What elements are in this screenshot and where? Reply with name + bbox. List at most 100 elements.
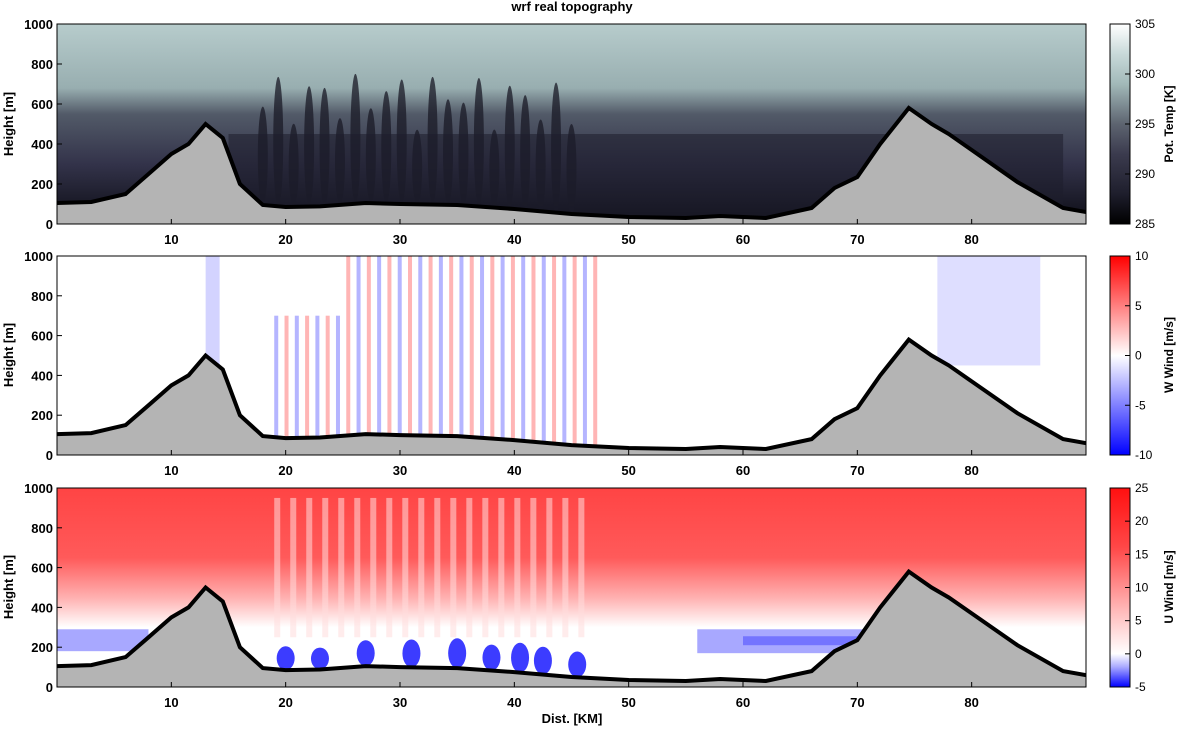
- colorbar-tick-label: -5: [1135, 680, 1146, 694]
- reverse-flow-layer: [743, 636, 858, 646]
- x-tick-label: 10: [164, 463, 178, 478]
- y-tick-label: 200: [31, 408, 53, 423]
- colorbar-tick-label: 10: [1135, 581, 1149, 595]
- wave-band: [498, 497, 505, 638]
- wave-band: [386, 497, 393, 638]
- y-tick-label: 400: [31, 600, 53, 615]
- colorbar-tick-label: 10: [1135, 249, 1149, 263]
- wave-band: [572, 256, 577, 446]
- x-tick-label: 30: [393, 695, 407, 710]
- x-tick-label: 50: [621, 463, 635, 478]
- y-tick-label: 800: [31, 57, 53, 72]
- wave-band: [284, 315, 289, 438]
- x-tick-label: 50: [621, 232, 635, 247]
- colorbar-tick-label: 305: [1135, 17, 1155, 31]
- x-tick-label: 30: [393, 463, 407, 478]
- colorbar-tick-label: 0: [1135, 647, 1142, 661]
- wave-band: [438, 256, 443, 436]
- plot-frame: [56, 23, 1087, 225]
- wave-band: [290, 497, 297, 638]
- wave-band: [434, 497, 441, 638]
- wave-band: [541, 256, 546, 443]
- x-axis-label: Dist. [KM]: [542, 711, 603, 726]
- wave-band: [366, 256, 371, 435]
- plot-frame: [56, 255, 1087, 456]
- y-tick-label: 800: [31, 289, 53, 304]
- reverse-flow-cell: [568, 651, 587, 678]
- y-tick-label: 200: [31, 640, 53, 655]
- wave-band: [582, 256, 587, 446]
- wave-band: [325, 315, 330, 438]
- colorbar-label: U Wind [m/s]: [1162, 550, 1176, 623]
- wave-band: [370, 497, 377, 638]
- wave-band: [274, 497, 281, 638]
- wave-band: [387, 256, 392, 435]
- x-tick-label: 50: [621, 695, 635, 710]
- x-tick-label: 40: [507, 463, 521, 478]
- colorbar-tick-labels: 285 290 295 300 305: [1125, 17, 1155, 231]
- x-tick-labels: 10 20 30 40 50 60 70 80: [164, 219, 979, 247]
- x-tick-label: 40: [507, 695, 521, 710]
- colorbar-tick-label: 300: [1135, 67, 1155, 81]
- x-tick-label: 80: [964, 695, 978, 710]
- reverse-flow-layer: [57, 629, 149, 652]
- x-tick-label: 70: [850, 232, 864, 247]
- wave-band: [482, 497, 489, 638]
- y-tick-labels: 0 200 400 600 800 1000: [24, 481, 62, 695]
- wave-band: [377, 256, 382, 435]
- wave-band: [335, 315, 340, 437]
- y-axis-label: Height [m]: [1, 323, 16, 387]
- colorbar-tick-label: 5: [1135, 614, 1142, 628]
- wave-band: [274, 315, 279, 438]
- x-tick-label: 70: [850, 695, 864, 710]
- colorbar-tick-labels: -10 -5 0 5 10: [1125, 249, 1153, 462]
- wave-band: [490, 256, 495, 439]
- wave-band: [531, 256, 536, 442]
- y-tick-label: 600: [31, 561, 53, 576]
- x-tick-label: 80: [964, 232, 978, 247]
- reverse-flow-cell: [402, 639, 421, 668]
- y-tick-labels: 0 200 400 600 800 1000: [24, 17, 62, 232]
- wave-band: [322, 497, 329, 638]
- vertical-wind-wave-bands: [205, 256, 1041, 447]
- wave-band: [408, 256, 413, 436]
- x-tick-labels: 10 20 30 40 50 60 70 80: [164, 682, 979, 710]
- reverse-flow-cell: [356, 640, 375, 667]
- wave-band: [356, 256, 361, 435]
- wave-band: [450, 497, 457, 638]
- y-tick-label: 1000: [24, 249, 53, 264]
- colorbar-tick-label: -10: [1135, 448, 1153, 462]
- y-tick-label: 400: [31, 368, 53, 383]
- reverse-flow-cell: [276, 646, 295, 671]
- terrain-outline: [57, 336, 1086, 452]
- wave-band: [530, 497, 537, 638]
- y-tick-label: 600: [31, 329, 53, 344]
- colorbar-tick-label: 15: [1135, 547, 1149, 561]
- wave-band: [466, 497, 473, 638]
- wave-band: [562, 497, 569, 638]
- wave-band: [514, 497, 521, 638]
- plot-frame: [56, 487, 1087, 688]
- x-tick-label: 10: [164, 695, 178, 710]
- x-tick-label: 20: [278, 232, 292, 247]
- x-tick-label: 60: [736, 232, 750, 247]
- colorbar-label: Pot. Temp [K]: [1162, 85, 1176, 162]
- wave-band: [428, 256, 433, 436]
- x-tick-label: 60: [736, 695, 750, 710]
- colorbar-tick-label: 5: [1135, 299, 1142, 313]
- colorbar-tick-label: 290: [1135, 167, 1155, 181]
- x-tick-label: 60: [736, 463, 750, 478]
- wave-band: [205, 256, 220, 376]
- x-tick-label: 20: [278, 463, 292, 478]
- wave-band: [510, 256, 515, 440]
- wave-band: [338, 497, 345, 638]
- wave-band: [402, 497, 409, 638]
- wave-band: [578, 497, 585, 638]
- y-tick-label: 1000: [24, 481, 53, 496]
- colorbar-tick-labels: -5 0 5 10 15 20 25: [1125, 481, 1149, 694]
- reverse-flow-cell: [310, 647, 329, 670]
- y-tick-label: 200: [31, 177, 53, 192]
